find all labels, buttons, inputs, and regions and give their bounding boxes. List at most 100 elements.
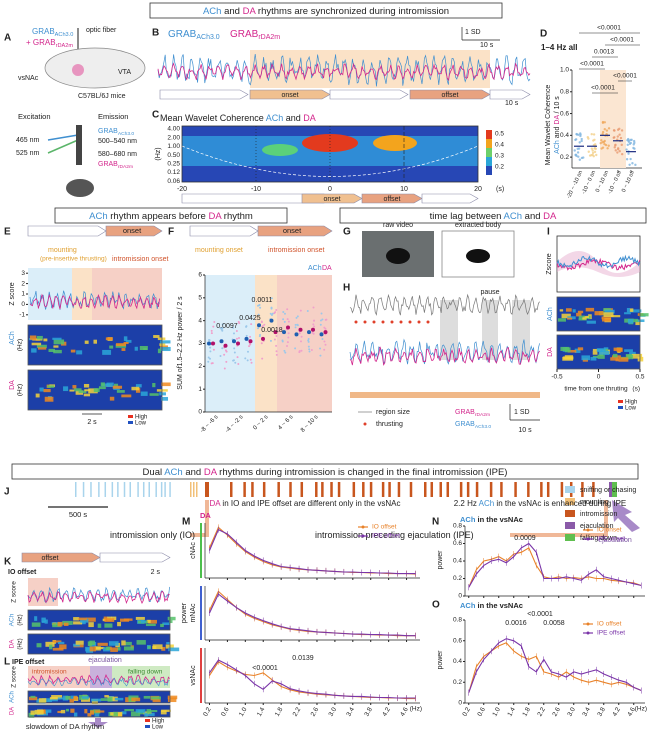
thrust	[399, 320, 403, 324]
label: falling down	[580, 535, 617, 542]
dot	[212, 325, 215, 328]
heat-cell	[106, 382, 114, 388]
legend-marker	[361, 525, 365, 529]
label-part: ACh3.0	[55, 32, 74, 38]
dot	[620, 152, 624, 156]
heat-cell	[73, 695, 78, 700]
heat-cell	[123, 336, 128, 341]
dot	[603, 121, 607, 124]
heat-cell	[136, 640, 146, 645]
dot	[618, 127, 621, 131]
label: <0.0001	[252, 665, 278, 672]
box	[92, 268, 162, 320]
box	[352, 482, 356, 497]
heat-cell	[43, 338, 48, 342]
heat-cell	[586, 320, 596, 324]
label-part: and	[183, 467, 204, 478]
label: 4.2	[381, 706, 392, 718]
dot	[261, 357, 264, 360]
label: 0.06	[167, 178, 180, 185]
box	[489, 482, 493, 497]
box	[430, 482, 434, 497]
heat-cell	[561, 313, 571, 319]
heat-cell	[30, 710, 35, 715]
panel-letter: D	[540, 29, 547, 40]
box	[155, 482, 157, 497]
label: -20 ~ -10 on	[566, 170, 584, 200]
dot	[269, 312, 272, 315]
label: 0.3	[495, 153, 504, 160]
heat-cell	[602, 318, 612, 322]
arrow	[27, 225, 107, 237]
label-part: Dual	[143, 467, 165, 478]
heat-cell	[168, 647, 180, 652]
label: <0.0001	[527, 611, 553, 618]
dot	[270, 307, 273, 310]
mouse	[466, 249, 490, 263]
heat-cell	[109, 396, 115, 401]
dot	[578, 141, 581, 144]
heat-cell	[107, 696, 118, 702]
heat-cell	[135, 384, 142, 388]
series-line	[209, 659, 416, 699]
heat-cell	[572, 309, 576, 313]
dot	[221, 323, 224, 326]
heat-cell	[577, 347, 584, 351]
dot	[256, 327, 259, 330]
dot	[208, 339, 211, 342]
dot	[294, 323, 297, 326]
dot	[294, 326, 297, 329]
box	[72, 268, 92, 320]
heat-cell	[90, 710, 95, 715]
dot	[275, 344, 278, 347]
heat-cell	[565, 308, 572, 312]
coherence-blob	[262, 144, 298, 156]
box	[289, 482, 292, 497]
label-part: rhythms during intromission is changed i…	[217, 467, 508, 478]
heat-cell	[85, 647, 94, 653]
heat-cell	[31, 348, 37, 353]
label: (Hz)	[17, 384, 24, 396]
trace	[556, 257, 641, 271]
heat-cell	[135, 709, 146, 713]
dot	[323, 340, 326, 343]
label: DA	[322, 265, 332, 272]
trace	[349, 293, 540, 316]
box	[193, 482, 195, 497]
series-line	[468, 547, 642, 588]
mouse	[386, 248, 410, 264]
dot	[321, 318, 324, 321]
label: 1.00	[167, 143, 180, 150]
dot	[261, 325, 264, 328]
heat-cell	[88, 388, 98, 394]
heat-cell	[592, 350, 598, 355]
heat-cell	[618, 357, 629, 362]
heat-cell	[35, 393, 40, 398]
dot	[320, 312, 323, 315]
label: 1	[21, 291, 25, 298]
label: (s)	[496, 186, 504, 193]
label: 20	[474, 186, 482, 193]
dot	[574, 153, 578, 156]
label: Low	[135, 421, 147, 427]
label-part: ACh	[460, 515, 476, 524]
heat-cell	[109, 345, 114, 349]
heat-cell	[84, 708, 88, 714]
heat-cell	[583, 315, 589, 318]
label-part: ACh	[504, 211, 522, 222]
dot	[281, 340, 284, 343]
heat-cell	[44, 619, 48, 624]
dot	[260, 342, 263, 345]
panel-letter: E	[4, 227, 11, 238]
trace	[349, 346, 540, 366]
dot	[593, 150, 597, 154]
dot	[285, 344, 288, 347]
label: 10 s	[480, 42, 494, 49]
dot	[258, 335, 261, 338]
box	[439, 482, 443, 497]
mean-da	[298, 327, 303, 332]
arrow	[257, 225, 333, 237]
dot	[307, 337, 310, 340]
heat-cell	[53, 345, 59, 348]
dot	[275, 350, 278, 353]
